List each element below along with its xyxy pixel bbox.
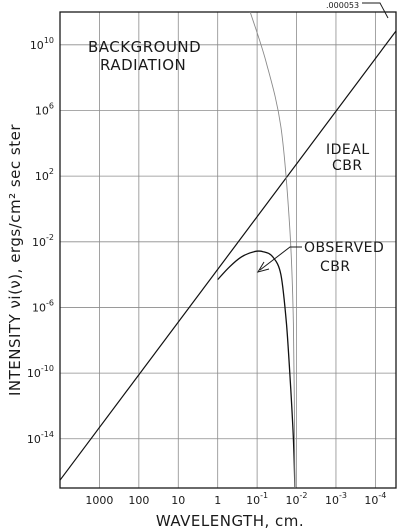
annotation-corner-value: .000053: [326, 1, 359, 10]
x-tick-label-6: 10-3: [325, 491, 347, 507]
y-tick-label-2: 102: [35, 167, 54, 183]
x-tick-label-5: 10-2: [286, 491, 308, 507]
gray-falloff-curve: [249, 11, 296, 489]
curves: [59, 11, 397, 489]
x-tick-label-3: 1: [214, 494, 221, 507]
ideal-cbr-line: [59, 30, 397, 481]
x-tick-label-7: 10-4: [364, 491, 386, 507]
y-tick-label-3: 10-2: [32, 233, 54, 249]
y-tick-label-4: 10-6: [32, 298, 54, 314]
y-tick-label-5: 10-10: [27, 364, 54, 380]
y-tick-label-0: 1010: [30, 36, 54, 52]
y-tick-label-6: 10-14: [27, 430, 54, 446]
annotation-background-line1: BACKGROUND: [88, 38, 201, 56]
y-axis-title: INTENSITY νi(ν), ergs/cm² sec ster: [6, 124, 24, 396]
observed-cbr-curve: [217, 250, 296, 489]
x-tick-label-4: 10-1: [246, 491, 268, 507]
annotation-background-line2: RADIATION: [100, 56, 186, 74]
x-tick-label-1: 100: [128, 494, 149, 507]
annotation-ideal-line1: IDEAL: [326, 142, 370, 158]
y-tick-labels: 1010 106 102 10-2 10-6 10-10 10-14: [27, 36, 54, 446]
x-tick-label-0: 1000: [85, 494, 113, 507]
annotation-ideal-line2: CBR: [332, 158, 363, 174]
annotation-observed-line1: OBSERVED: [304, 240, 384, 256]
x-tick-labels: 1000 100 10 1 10-1 10-2 10-3 10-4: [85, 491, 386, 507]
plot-frame: [59, 11, 397, 489]
observed-pointer-head: [256, 261, 270, 273]
x-tick-label-2: 10: [171, 494, 185, 507]
annotation-observed-line2: CBR: [320, 259, 351, 275]
corner-pointer: [362, 2, 389, 19]
x-axis-title: WAVELENGTH, cm.: [156, 512, 304, 530]
grid: [60, 12, 396, 488]
observed-pointer-line: [259, 246, 302, 271]
y-tick-label-1: 106: [35, 101, 54, 117]
